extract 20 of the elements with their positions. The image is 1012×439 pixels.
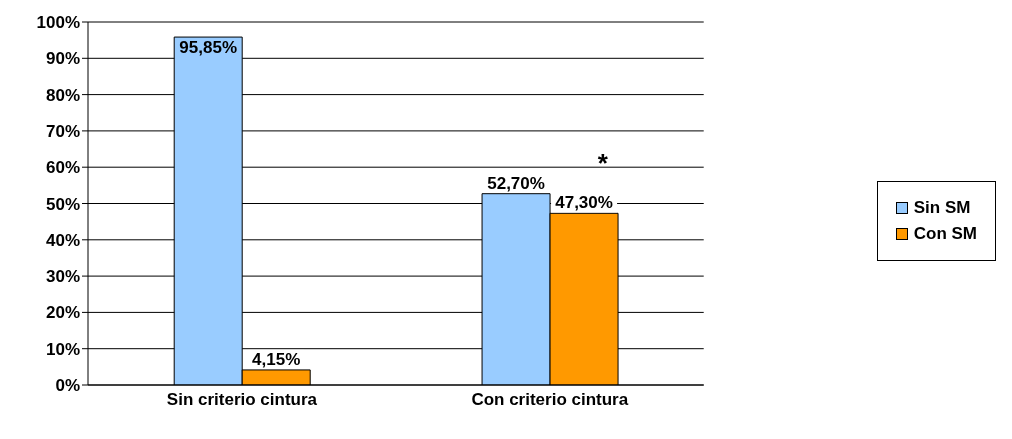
y-tick-label: 10% (45, 339, 80, 359)
data-label: 52,70% (487, 173, 545, 193)
y-tick-label: 50% (45, 194, 80, 214)
data-label: 4,15% (252, 349, 301, 369)
data-label: 95,85% (179, 38, 238, 58)
legend-label: Sin SM (913, 197, 971, 218)
y-tick-label: 0% (55, 376, 80, 396)
x-tick-label: Sin criterio cintura (166, 390, 318, 410)
y-tick-label: 90% (45, 49, 80, 69)
data-label: 47,30% (555, 193, 613, 213)
y-tick-label: 40% (45, 230, 80, 250)
x-tick-label: Con criterio cintura (471, 390, 629, 410)
y-tick-label: 80% (45, 85, 80, 105)
y-tick-label: 70% (45, 121, 80, 141)
annotation: * (597, 147, 609, 178)
y-tick-label: 20% (45, 303, 80, 323)
y-tick-label: 100% (36, 13, 80, 33)
y-tick-label: 30% (45, 267, 80, 287)
y-tick-label: 60% (45, 158, 80, 178)
legend-label: Con SM (913, 223, 977, 244)
